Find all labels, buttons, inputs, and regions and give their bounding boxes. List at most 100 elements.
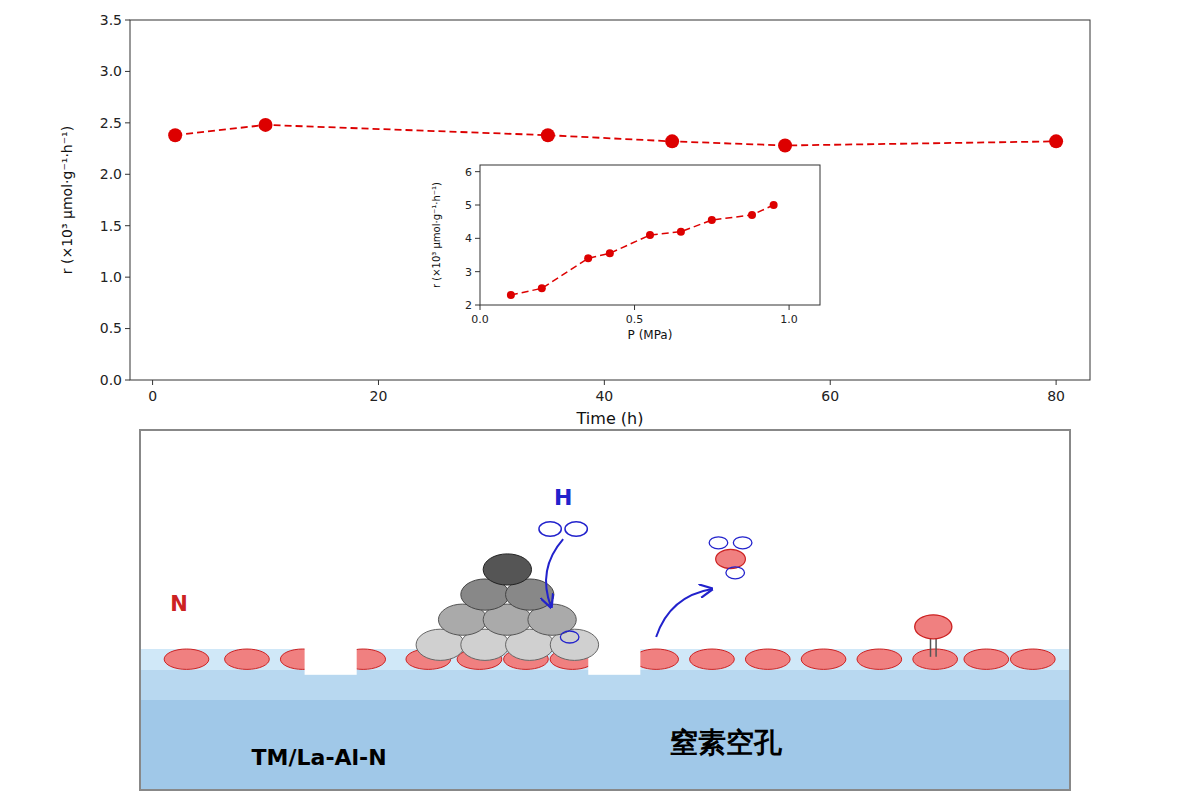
y-tick-label: 3 [465,266,472,279]
plot-background [480,165,820,305]
x-axis-label: P (MPa) [628,328,673,342]
y-axis-label: r (×10³ μmol·g⁻¹·h⁻¹) [59,126,75,274]
x-tick-label: 0.0 [471,313,489,326]
y-tick-label: 2.5 [100,115,122,131]
h-atom [709,537,728,549]
y-tick-label: 2.0 [100,166,122,182]
x-tick-label: 0.5 [626,313,644,326]
series-line [511,205,774,295]
stick [930,636,932,656]
y-tick-label: 1.5 [100,218,122,234]
y-tick-label: 0.0 [100,372,122,388]
y-tick-label: 6 [465,166,472,179]
y-tick-label: 4 [465,232,472,245]
annotation: TM/La-Al-N [252,745,387,770]
data-point [1049,134,1063,148]
x-tick-label: 80 [1047,388,1065,404]
x-tick [1056,380,1057,385]
series-line [175,125,1056,146]
surface-atom [225,649,270,669]
y-tick [125,328,130,329]
y-tick-label: 2 [465,299,472,312]
h-atom [560,631,579,643]
data-point [168,128,182,142]
x-tick [378,380,379,385]
surface-atom [964,649,1009,669]
stick [935,636,937,656]
y-tick [125,122,130,123]
data-point [778,138,792,152]
y-tick [125,71,130,72]
y-axis-label: r (×10³ μmol·g⁻¹·h⁻¹) [431,182,442,288]
diagram: N H TM/La-Al-N 窒素空孔 [140,430,1070,790]
y-tick [125,225,130,226]
data-point [538,284,546,292]
data-point [665,134,679,148]
plot-frame [130,20,1090,380]
y-tick [475,238,480,239]
main-axes: 0204060800.00.51.01.52.02.53.03.5Time (h… [59,12,1090,428]
surface-atom [857,649,902,669]
surface-atom [690,649,735,669]
y-tick [125,20,130,21]
annotation: N [170,592,188,616]
y-tick [475,305,480,306]
y-tick [125,380,130,381]
plot-background [130,20,1090,380]
cluster-atom [483,554,531,585]
x-tick-label: 60 [821,388,839,404]
y-tick-label: 0.5 [100,320,122,336]
y-tick [475,205,480,206]
vacancy [305,644,357,675]
y-tick-label: 3.5 [100,12,122,28]
surface-atom [634,649,679,669]
plot-frame [480,165,820,305]
arrow [546,539,563,607]
n-atom [716,549,746,568]
surface-atom [164,649,209,669]
x-tick-label: 40 [595,388,613,404]
arrow [656,589,712,637]
surface-atom [801,649,846,669]
data-group [507,201,778,299]
h-atom [539,522,561,536]
inset-axes: 0.0 0.5 1.0 2 3 4 5 6 P (MPa) r (×10³ μmol·g⁻¹·h⁻… [431,165,820,342]
annotation: 窒素空孔 [670,726,783,759]
y-tick-label: 1.0 [100,269,122,285]
x-axis-label: Time (h) [576,409,644,428]
y-tick [475,271,480,272]
x-tick [830,380,831,385]
data-point [748,211,756,219]
y-tick-label: 5 [465,199,472,212]
data-point [677,228,685,236]
surface-atom [1010,649,1055,669]
y-tick-label: 3.0 [100,63,122,79]
x-tick [634,305,635,310]
data-point [708,216,716,224]
x-tick [604,380,605,385]
substrate-layer [140,700,1070,790]
surface-atom [745,649,790,669]
data-point [507,291,515,299]
data-point [584,254,592,262]
h-atom [565,522,587,536]
n-atom [915,615,952,639]
chart-canvas: 0204060800.00.51.01.52.02.53.03.5Time (h… [0,0,1200,800]
x-tick-label: 1.0 [780,313,798,326]
data-point [541,128,555,142]
data-point [259,118,273,132]
annotation: H [554,485,572,510]
x-tick [480,305,481,310]
data-point [646,231,654,239]
y-tick [125,277,130,278]
surface-atom [913,649,958,669]
diagram-border [140,430,1070,790]
x-tick [152,380,153,385]
x-tick-label: 0 [148,388,157,404]
y-tick [475,171,480,172]
data-group [168,118,1063,153]
h-atom [733,537,752,549]
y-tick [125,174,130,175]
h-atom [726,567,745,579]
data-point [770,201,778,209]
